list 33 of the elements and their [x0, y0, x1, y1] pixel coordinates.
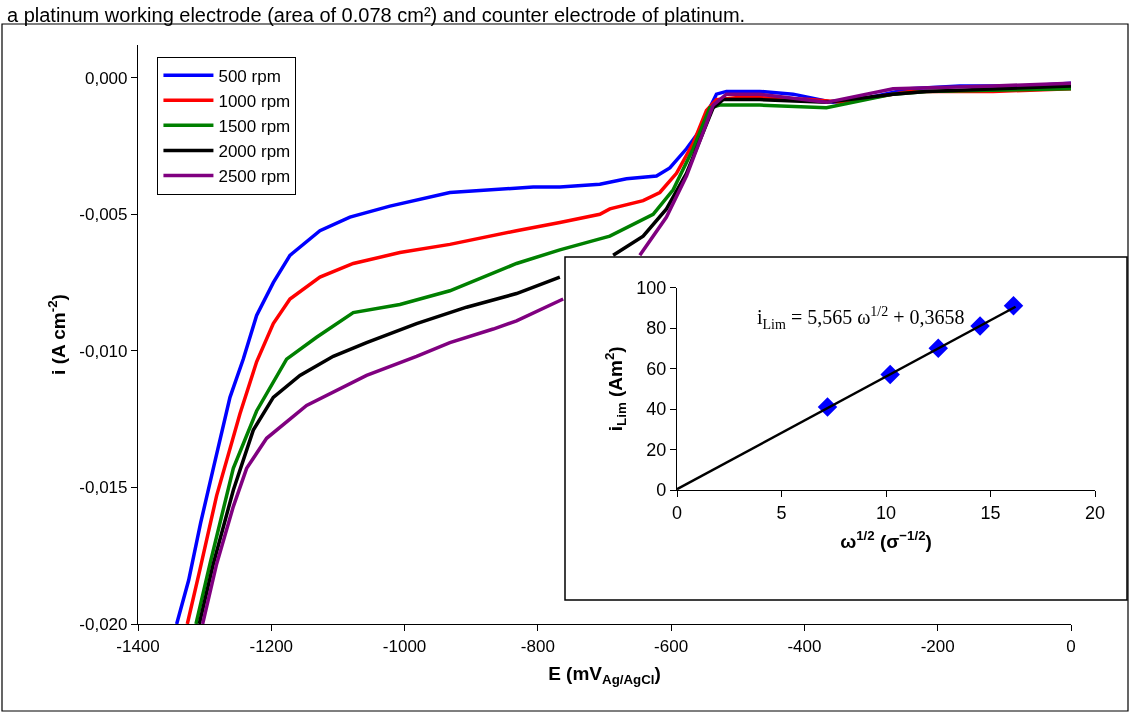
- y-tick-label: -0,005: [79, 205, 128, 225]
- x-tick-label: -200: [920, 636, 955, 656]
- y-tick-label: 0,000: [84, 68, 128, 88]
- legend-label: 2500 rpm: [218, 167, 291, 187]
- x-tick-label: 15: [980, 502, 1001, 523]
- x-tick-label: -800: [520, 636, 555, 656]
- y-tick-label: 60: [646, 358, 667, 379]
- y-tick-label: 20: [646, 439, 667, 460]
- x-tick-label: -1200: [249, 636, 294, 656]
- y-tick-label: 0: [656, 480, 667, 501]
- legend-label: 500 rpm: [218, 66, 281, 86]
- annotation: i$_{Lim}$ = 5,565 ω$^{1/2}$ + 0,3658: [757, 304, 965, 332]
- legend-label: 1500 rpm: [218, 116, 291, 136]
- x-tick-label: -600: [654, 636, 689, 656]
- y-tick-label: 100: [636, 277, 667, 298]
- x-tick-label: -400: [787, 636, 822, 656]
- y-tick-label: 80: [646, 318, 667, 339]
- y-tick-label: -0,010: [79, 341, 128, 361]
- x-axis-title: E (mV$_{Ag/AgCl}$): [548, 663, 661, 688]
- y-tick-label: -0,020: [79, 614, 128, 634]
- x-tick-label: 0: [1066, 636, 1076, 656]
- y-tick-label: 40: [646, 399, 667, 420]
- legend-label: 2000 rpm: [218, 142, 291, 162]
- x-tick-label: 0: [671, 502, 683, 523]
- x-tick-label: 20: [1084, 502, 1106, 523]
- text: a platinum working electrode (area of 0.078 cm²) and counter electrode of platinum.: [7, 4, 746, 26]
- x-axis-title: ω$^{1/2}$ (σ$^{−1/2}$): [840, 527, 932, 552]
- legend-label: 1000 rpm: [218, 91, 291, 111]
- y-tick-label: -0,015: [79, 478, 128, 498]
- x-tick-label: 5: [776, 502, 787, 523]
- x-tick-label: -1000: [382, 636, 427, 656]
- x-tick-label: 10: [875, 502, 897, 523]
- x-tick-label: -1400: [116, 636, 160, 656]
